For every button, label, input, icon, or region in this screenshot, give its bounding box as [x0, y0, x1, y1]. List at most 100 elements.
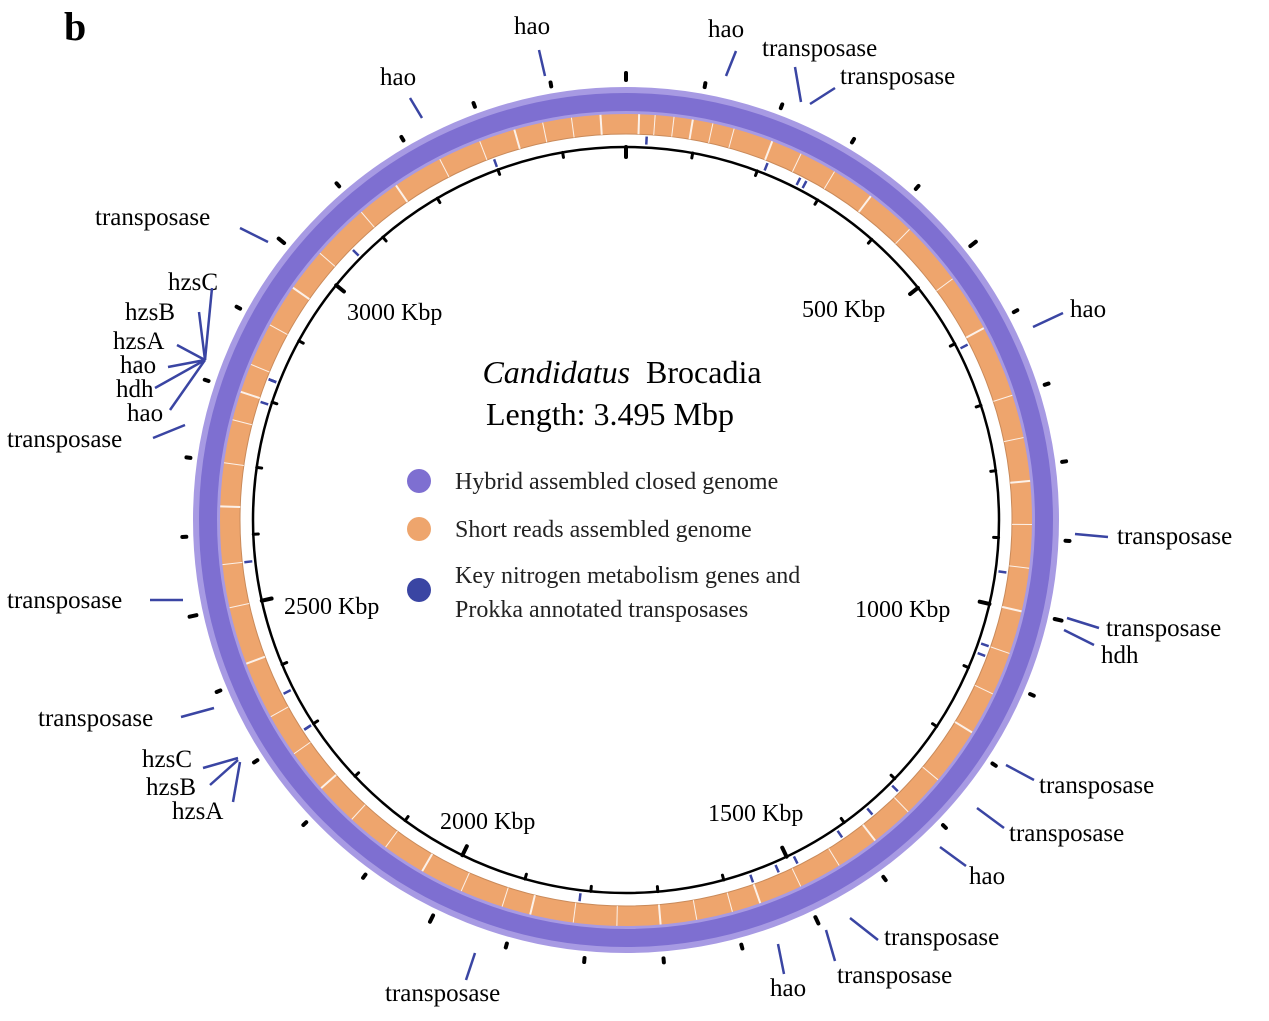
scale-labels: 500 Kbp 1000 Kbp 1500 Kbp 2000 Kbp 2500 … [284, 297, 950, 835]
gene-mark [795, 177, 802, 186]
assembly-gap [791, 868, 802, 887]
assembly-gap [954, 721, 973, 734]
gene-label: hao [969, 863, 1005, 890]
leader-line [209, 759, 239, 786]
leader-line [537, 49, 547, 77]
hybrid-genome-ring [199, 93, 1053, 947]
assembly-gap [232, 419, 253, 426]
assembly-gap [360, 211, 375, 228]
gene-label: transposase [95, 204, 210, 231]
inner-tick [930, 722, 939, 728]
gene-mark [283, 689, 292, 695]
gene-mark [998, 570, 1007, 574]
assembly-gap [240, 390, 261, 400]
inner-tick [435, 196, 442, 205]
leader-line [202, 756, 239, 770]
outer-tick [1060, 459, 1069, 464]
scale-label-2000: 2000 Kbp [440, 809, 535, 835]
leader-line [239, 226, 269, 244]
gene-label: transposase [1117, 523, 1232, 550]
outer-tick [399, 134, 406, 143]
gene-label: hdh [116, 376, 154, 403]
gene-label: transposase [1106, 615, 1221, 642]
leader-line [231, 761, 242, 803]
outer-tick [1011, 308, 1020, 315]
inner-tick [311, 719, 320, 726]
assembly-gap [895, 229, 910, 245]
assembly-gap [688, 119, 694, 140]
gene-label: hao [708, 16, 744, 43]
gene-label: hao [1070, 296, 1106, 323]
leader-line [464, 952, 477, 981]
outer-tick [881, 874, 888, 883]
legend-swatch-hybrid [407, 469, 431, 493]
outer-tick [778, 102, 785, 111]
legend-swatch-short-reads [407, 517, 431, 541]
outer-tick [1042, 381, 1051, 387]
assembly-gap [385, 830, 398, 848]
gene-label: hzsA [113, 328, 164, 355]
gene-label: hzsC [142, 746, 192, 773]
inner-tick [839, 816, 846, 825]
gene-label: transposase [762, 35, 877, 62]
assembly-gap [395, 184, 409, 203]
inner-tick [259, 596, 274, 603]
inner-tick [403, 815, 410, 823]
outer-tick [334, 181, 342, 189]
assembly-gap [572, 902, 577, 923]
gene-mark [866, 807, 874, 816]
leader-line [776, 943, 786, 975]
leader-line [724, 50, 738, 77]
gene-mark [303, 724, 312, 731]
legend: Hybrid assembled closed genome Short rea… [407, 469, 800, 623]
outer-tick [990, 761, 998, 768]
gene-label: transposase [1009, 820, 1124, 847]
leader-line [180, 706, 215, 719]
outer-tick [968, 239, 978, 249]
assembly-gap [222, 561, 243, 566]
assembly-gap [460, 872, 470, 892]
assembly-gap [220, 505, 241, 508]
assembly-gap [752, 883, 762, 904]
assembly-gap [570, 117, 575, 138]
inner-tick [690, 151, 695, 160]
inner-tick [720, 873, 726, 882]
gene-label: hzsB [146, 774, 196, 801]
assembly-gap [708, 123, 714, 144]
gene-label: transposase [7, 587, 122, 614]
inner-tick [948, 342, 957, 348]
inner-tick [270, 400, 279, 406]
short-reads-ring-edge [239, 133, 1013, 907]
assembly-gap [293, 741, 311, 755]
outer-tick [187, 613, 199, 619]
inner-tick [460, 844, 469, 858]
leader-line [408, 97, 424, 119]
inner-tick [974, 403, 983, 409]
assembly-gap [922, 766, 939, 781]
gene-mark [763, 162, 769, 171]
assembly-gap [1009, 565, 1030, 569]
assembly-gap [862, 824, 876, 842]
scale-label-1000: 1000 Kbp [855, 597, 950, 623]
legend-label-short-reads: Short reads assembled genome [455, 517, 752, 543]
genome-length: Length: 3.495 Mbp [486, 396, 734, 432]
scale-label-500: 500 Kbp [802, 297, 885, 323]
inner-tick [866, 237, 874, 245]
assembly-gap [501, 887, 509, 907]
assembly-gap [542, 122, 548, 143]
outer-tick [252, 758, 260, 765]
inner-tick [297, 339, 305, 345]
inner-tick [908, 285, 920, 297]
leader-line [168, 359, 207, 411]
leader-line [1074, 532, 1109, 539]
inner-tick [280, 661, 289, 666]
assembly-gap [439, 158, 450, 178]
gene-label: hao [120, 352, 156, 379]
gene-label: transposase [7, 426, 122, 453]
gene-mark [801, 180, 808, 189]
gene-label: transposase [1039, 772, 1154, 799]
gene-mark [244, 560, 253, 564]
assembly-gap [828, 848, 840, 866]
organism-genus: Candidatus [482, 354, 630, 390]
assembly-gap [599, 114, 603, 135]
